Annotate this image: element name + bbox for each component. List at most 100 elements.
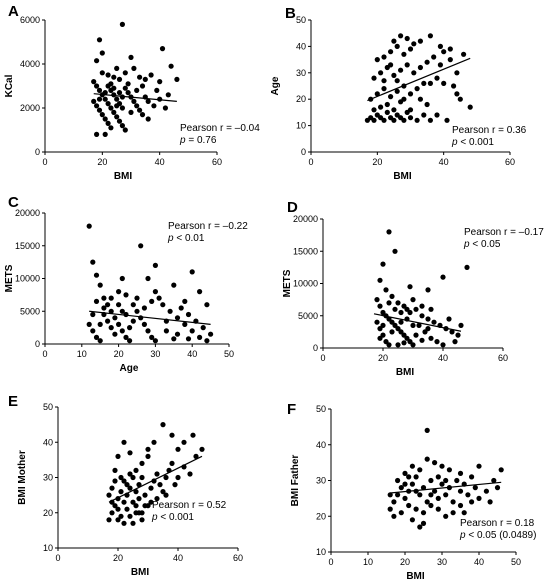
data-point: [391, 72, 397, 78]
data-point: [420, 485, 427, 491]
y-tick-label: 0: [301, 147, 306, 157]
data-point: [138, 243, 144, 249]
data-point: [134, 308, 140, 314]
data-point: [439, 481, 445, 487]
x-tick-label: 60: [505, 157, 515, 167]
data-point: [178, 305, 184, 311]
data-point: [174, 76, 180, 82]
x-tick-label: 40: [173, 553, 183, 563]
data-point: [394, 43, 400, 50]
data-point: [90, 259, 96, 265]
data-point: [119, 308, 125, 314]
data-point: [119, 275, 125, 282]
data-point: [428, 502, 434, 509]
data-point: [127, 513, 133, 519]
data-point: [428, 306, 434, 312]
data-point: [127, 450, 133, 456]
data-point: [407, 46, 414, 52]
y-axis-title: METS: [282, 269, 293, 297]
data-point: [378, 104, 384, 110]
data-point: [413, 306, 419, 312]
data-point: [145, 446, 151, 452]
data-point: [204, 302, 210, 308]
data-point: [440, 342, 446, 348]
x-tick-label: 10: [77, 349, 87, 359]
x-tick-label: 60: [212, 157, 222, 167]
x-tick-label: 60: [233, 553, 243, 563]
y-axis-title: METS: [4, 264, 15, 292]
y-axis-title: BMI Father: [290, 455, 301, 507]
p-symbol: p: [463, 239, 470, 250]
data-point: [434, 75, 440, 81]
data-point: [185, 311, 192, 318]
data-point: [142, 76, 148, 82]
data-point: [160, 422, 166, 428]
data-point: [190, 432, 196, 438]
data-point: [171, 336, 177, 342]
data-point: [371, 117, 377, 123]
data-point: [154, 471, 160, 477]
data-point: [152, 262, 158, 268]
data-point: [101, 305, 107, 311]
data-point: [99, 50, 105, 56]
data-point: [108, 295, 114, 301]
data-point: [133, 503, 139, 509]
data-point: [139, 474, 145, 481]
data-point: [404, 35, 410, 42]
data-point: [402, 495, 408, 501]
y-tick-label: 10000: [15, 274, 40, 284]
data-point: [483, 488, 489, 494]
data-point: [457, 96, 463, 102]
data-point: [402, 470, 408, 476]
data-point: [154, 87, 160, 93]
data-point: [441, 49, 447, 55]
data-point: [181, 439, 187, 445]
y-tick-label: 50: [316, 404, 326, 414]
data-point: [163, 328, 169, 334]
y-tick-label: 10: [316, 547, 326, 557]
data-point: [371, 75, 377, 81]
data-point: [119, 105, 125, 111]
data-point: [175, 474, 181, 481]
y-tick-label: 5000: [20, 306, 40, 316]
data-point: [121, 520, 127, 526]
data-point: [446, 316, 452, 322]
x-tick-label: 20: [372, 157, 382, 167]
y-tick-label: 2000: [20, 103, 40, 113]
data-point: [121, 478, 127, 484]
data-point: [410, 297, 416, 303]
y-tick-label: 20: [296, 94, 306, 104]
data-point: [90, 328, 96, 334]
panel-b: B 0 20 40 60 0 10 20 30 40 50 BMI Age Pearson r = 0.3…: [270, 5, 527, 182]
data-point: [380, 309, 386, 316]
data-point: [169, 432, 175, 438]
data-point: [401, 96, 407, 102]
data-point: [406, 474, 412, 480]
data-point: [193, 453, 199, 459]
data-point: [148, 72, 154, 78]
data-point: [384, 101, 390, 108]
data-point: [428, 477, 434, 484]
y-tick-label: 0: [313, 343, 318, 353]
data-point: [452, 339, 458, 345]
data-point: [431, 319, 437, 325]
pearson-annotation: Pearson r = 0.18: [460, 518, 535, 529]
data-point: [133, 489, 139, 495]
p-value-annotation: p < 0.01: [167, 233, 205, 244]
data-point: [96, 107, 103, 113]
data-point: [197, 334, 203, 340]
data-point: [114, 103, 120, 109]
panel-c: C 0 10 20 30 40 50 0 5000 10000 15000 20000 Age METS P…: [4, 194, 248, 374]
data-point: [389, 293, 395, 299]
data-point: [425, 316, 431, 322]
p-value-annotation: p < 0.05 (0.0489): [459, 530, 536, 541]
data-point: [142, 492, 148, 498]
data-point: [93, 272, 100, 278]
data-point: [163, 492, 169, 498]
data-point: [130, 499, 136, 505]
data-point: [371, 107, 377, 113]
x-tick-label: 20: [378, 353, 388, 363]
p-symbol: p: [179, 135, 186, 146]
y-tick-label: 10: [296, 121, 306, 131]
